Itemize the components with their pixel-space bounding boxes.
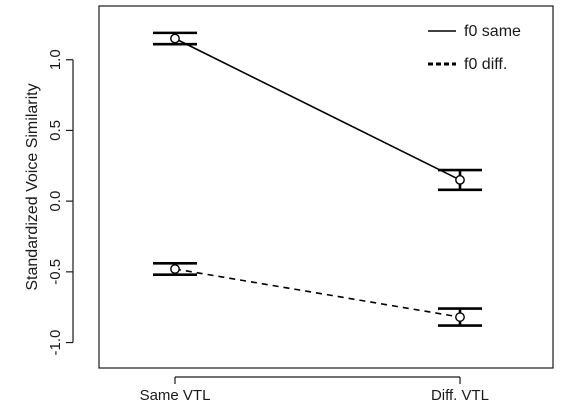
y-axis-title: Standardized Voice Similarity	[24, 83, 41, 290]
legend-label: f0 same	[464, 23, 521, 40]
y-tick-label: 1.0	[47, 49, 64, 70]
plot-area	[153, 31, 482, 327]
y-tick-label: 0.5	[47, 120, 64, 141]
legend-label: f0 diff.	[464, 56, 507, 73]
data-point	[455, 175, 465, 185]
series-line	[174, 268, 461, 318]
y-tick-label: -1.0	[47, 330, 64, 356]
legend: f0 same f0 diff.	[428, 23, 521, 73]
y-tick-label: -0.5	[47, 259, 64, 285]
data-point	[455, 312, 465, 322]
x-tick-label: Diff. VTL	[431, 387, 489, 404]
series-2	[153, 262, 482, 327]
y-tick-label: 0.0	[47, 191, 64, 212]
plot-frame	[98, 5, 554, 369]
x-axis: Same VTL Diff. VTL	[140, 376, 489, 404]
series-1	[153, 31, 482, 192]
x-tick-label: Same VTL	[140, 387, 211, 404]
data-point	[170, 33, 180, 44]
series-line	[174, 37, 461, 181]
data-point	[170, 264, 180, 274]
y-axis: -1.0 -0.5 0.0 0.5 1.0	[47, 49, 74, 356]
